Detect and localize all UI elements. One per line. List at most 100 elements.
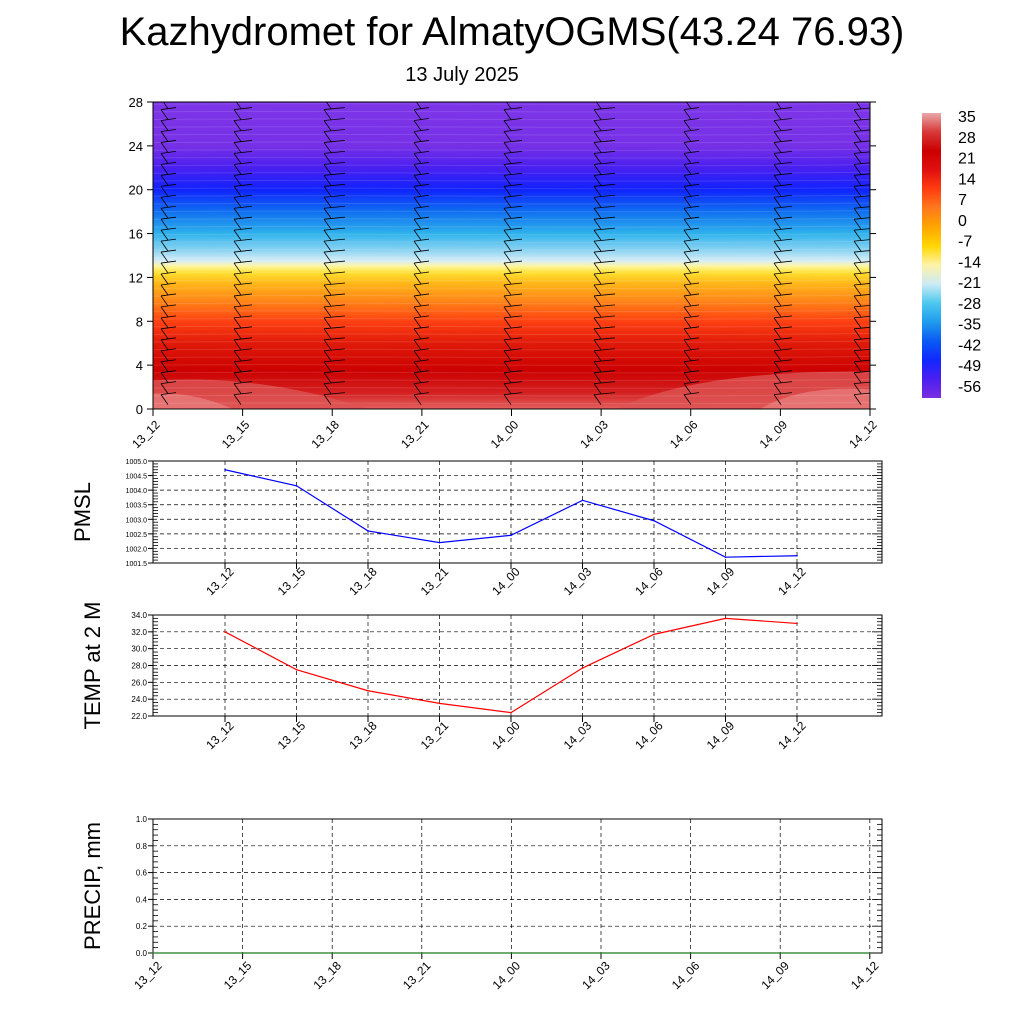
contour-line xyxy=(153,148,870,151)
wind-barb xyxy=(323,207,332,219)
wind-barb xyxy=(593,109,602,120)
wind-barb-flag xyxy=(413,216,430,220)
wind-barb xyxy=(593,361,602,372)
wind-barb xyxy=(683,372,692,383)
wind-barb-flag xyxy=(160,381,177,385)
wind-barb-flag xyxy=(683,304,700,308)
wind-barb xyxy=(323,175,332,186)
wind-barb-flag xyxy=(413,282,430,286)
wind-barb-flag xyxy=(503,161,523,165)
wind-barb-flag xyxy=(683,381,700,385)
wind-barb-flag xyxy=(233,359,253,363)
wind-barb-flag xyxy=(683,216,700,220)
wind-barb xyxy=(593,142,602,153)
contour-line xyxy=(153,225,870,228)
x-tick-label: 13_15 xyxy=(219,417,253,451)
data-point xyxy=(367,689,369,692)
wind-barb-flag xyxy=(503,129,523,132)
wind-barb xyxy=(593,339,602,351)
wind-barb-flag xyxy=(683,359,700,363)
x-tick-label: 14_00 xyxy=(488,417,522,451)
wind-barb-flag xyxy=(233,238,253,242)
wind-barb-flag xyxy=(683,249,700,253)
wind-barb-flag xyxy=(233,315,253,319)
data-point xyxy=(510,952,513,954)
wind-barb-flag xyxy=(323,293,346,297)
wind-barb-flag xyxy=(233,271,253,275)
wind-barb-flag xyxy=(413,326,430,330)
wind-barb xyxy=(160,120,169,131)
x-tick-label: 13_21 xyxy=(418,718,452,752)
wind-barb xyxy=(773,251,782,263)
data-point xyxy=(510,711,512,714)
wind-barb-flag xyxy=(160,129,177,132)
wind-barb-flag xyxy=(773,107,793,110)
wind-barb-flag xyxy=(683,205,700,209)
contour-line xyxy=(153,110,870,113)
wind-barb-flag xyxy=(503,107,523,110)
wind-barb-flag xyxy=(233,282,253,286)
wind-barb xyxy=(853,120,862,131)
data-point xyxy=(295,668,298,671)
data-point xyxy=(438,702,441,705)
wind-barb xyxy=(593,207,602,219)
wind-barb-flag xyxy=(233,293,253,297)
y-tick-label: 1004.5 xyxy=(126,474,148,481)
wind-barb-flag xyxy=(160,194,177,198)
wind-barb xyxy=(160,207,169,219)
wind-barb xyxy=(233,186,242,197)
wind-barb xyxy=(503,284,512,296)
wind-barb xyxy=(773,164,782,175)
wind-barb xyxy=(160,197,169,208)
wind-barb-flag xyxy=(323,194,346,198)
wind-barb-flag xyxy=(503,293,523,297)
wind-barb xyxy=(593,306,602,318)
wind-barb xyxy=(413,109,422,120)
wind-barb xyxy=(323,306,332,318)
wind-barb xyxy=(683,218,692,230)
wind-barb xyxy=(683,251,692,263)
wind-barb xyxy=(683,197,692,208)
wind-barb xyxy=(773,120,782,131)
wind-barb xyxy=(773,262,782,274)
wind-barb xyxy=(233,153,242,164)
wind-barb xyxy=(775,102,782,109)
x-tick-label: 13_15 xyxy=(275,718,309,752)
wind-barb xyxy=(773,218,782,230)
x-tick-label: 14_06 xyxy=(632,718,666,752)
y-tick-label: 34.0 xyxy=(131,611,147,620)
wind-barb xyxy=(505,102,512,109)
wind-barb-flag xyxy=(503,348,523,352)
x-tick-label: 13_12 xyxy=(131,958,165,992)
wind-barb-flag xyxy=(683,315,700,319)
wind-barb-flag xyxy=(160,315,177,319)
wind-barb xyxy=(593,120,602,131)
data-point xyxy=(438,541,441,544)
y-tick-label: 16 xyxy=(129,227,143,242)
colorbar-label: 21 xyxy=(958,151,976,168)
y-tick-label: 4 xyxy=(136,358,143,373)
contour-line xyxy=(153,248,870,251)
colorbar-label: -28 xyxy=(958,296,981,313)
wind-barb xyxy=(160,383,169,394)
y-tick-label: 0.0 xyxy=(136,949,148,958)
wind-barb xyxy=(233,251,242,263)
contour-line xyxy=(153,233,870,236)
wind-barb-flag xyxy=(503,238,523,242)
wind-barb-flag xyxy=(413,271,430,275)
wind-barb xyxy=(413,339,422,351)
wind-barb xyxy=(233,240,242,252)
wind-barb-flag xyxy=(593,140,616,143)
wind-barb xyxy=(503,175,512,186)
wind-barb-flag xyxy=(414,97,429,99)
wind-barb xyxy=(413,383,422,394)
wind-barb-flag xyxy=(773,326,793,330)
wind-barb xyxy=(503,361,512,372)
wind-barb-flag xyxy=(773,227,793,231)
wind-barb xyxy=(323,273,332,285)
wind-barb-flag xyxy=(593,227,616,231)
y-tick-label: 0.4 xyxy=(136,895,148,904)
wind-barb xyxy=(233,229,242,241)
wind-barb-flag xyxy=(413,205,430,209)
colorbar-label: 14 xyxy=(958,171,976,188)
